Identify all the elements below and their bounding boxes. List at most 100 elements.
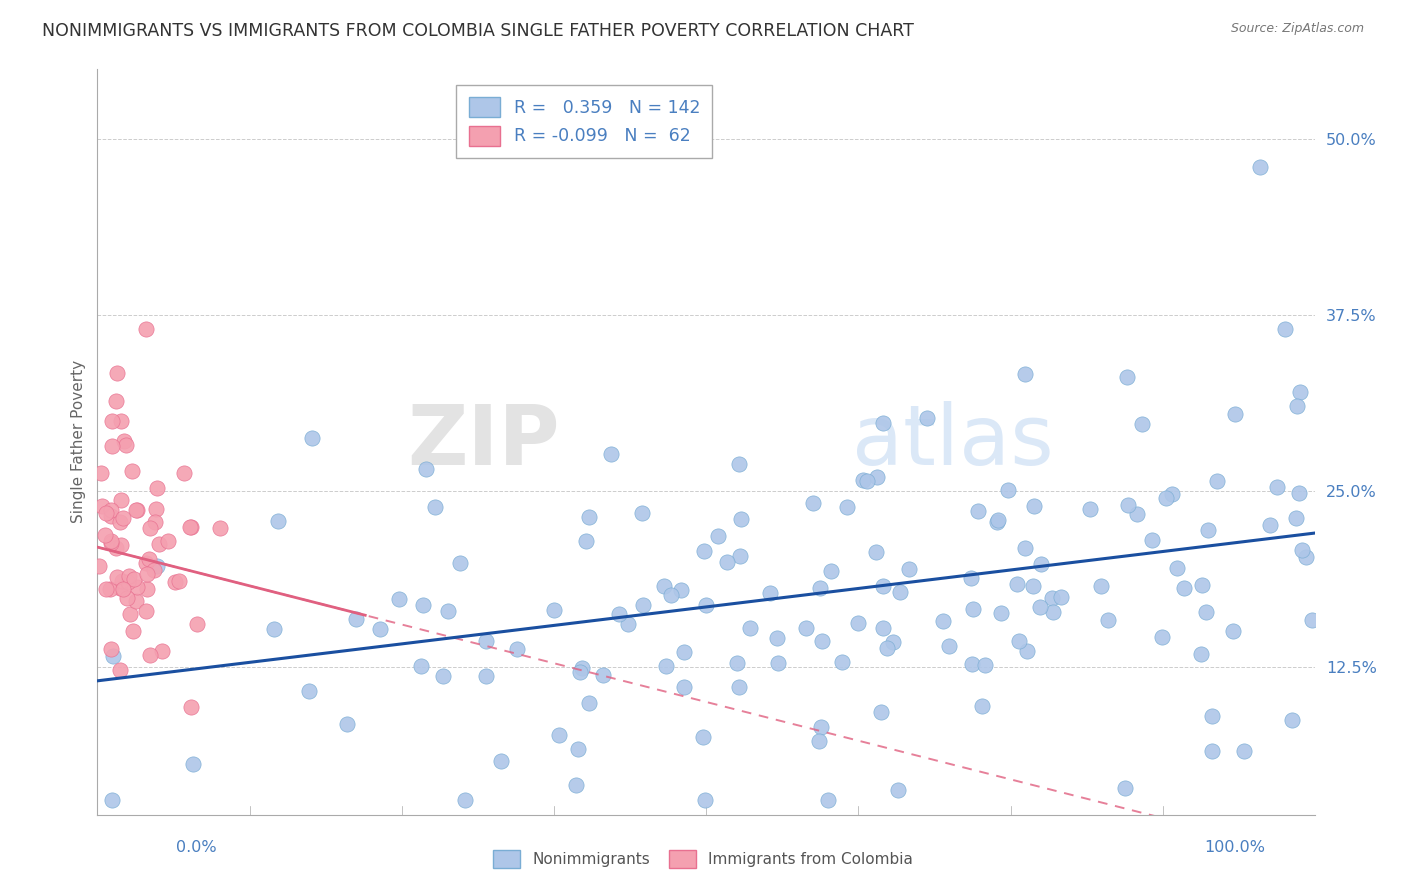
Point [1040,591,1063,605]
Point [616,617,638,632]
Point [1288,486,1310,500]
Point [475,669,498,683]
Point [173,466,195,480]
Point [672,645,695,659]
Point [156,534,179,549]
Point [415,462,437,476]
Point [1249,160,1271,174]
Point [90,466,112,480]
Point [100,535,122,549]
Point [578,696,600,710]
Y-axis label: Single Father Poverty: Single Father Poverty [72,360,86,523]
Point [437,604,460,618]
Point [960,657,983,671]
Point [887,783,910,797]
Point [94,528,117,542]
Point [1017,644,1039,658]
Point [409,658,432,673]
Point [108,663,131,677]
Point [808,733,831,747]
Point [110,537,132,551]
Point [135,322,157,336]
Point [1078,501,1101,516]
Point [876,640,898,655]
Point [122,573,145,587]
Point [882,635,904,649]
Point [810,721,832,735]
Point [111,582,134,596]
Point [967,504,990,518]
Point [145,482,167,496]
Point [143,515,166,529]
Point [938,639,960,653]
Point [105,570,128,584]
Point [1295,550,1317,565]
Point [90,499,112,513]
Point [1126,507,1149,521]
Point [145,501,167,516]
Point [163,575,186,590]
Point [105,366,128,380]
Point [962,602,984,616]
Point [692,730,714,744]
Point [1289,385,1312,400]
Point [1161,487,1184,501]
Point [974,658,997,673]
Point [388,592,411,607]
Point [124,503,146,517]
Point [869,705,891,719]
Point [208,521,231,535]
Point [1201,744,1223,758]
Point [1222,624,1244,638]
Point [1090,579,1112,593]
Point [96,506,118,520]
Point [301,431,323,445]
Point [127,503,149,517]
Point [121,464,143,478]
Point [1197,523,1219,537]
Point [990,607,1012,621]
Point [1097,613,1119,627]
Point [117,574,139,589]
Point [100,642,122,657]
Point [669,582,692,597]
Point [565,778,588,792]
Point [659,588,682,602]
Point [135,557,157,571]
Point [100,508,122,523]
Point [1140,533,1163,547]
Point [474,634,496,648]
Point [1031,558,1053,572]
Point [1233,744,1256,758]
Legend: Nonimmigrants, Immigrants from Colombia: Nonimmigrants, Immigrants from Colombia [486,844,920,873]
Point [631,599,654,613]
Point [543,603,565,617]
Point [449,556,471,570]
Point [817,793,839,807]
Point [1114,780,1136,795]
Point [728,680,751,694]
Point [1285,511,1308,525]
Point [1049,590,1071,604]
Point [1291,543,1313,558]
Point [115,437,138,451]
Point [866,470,889,484]
Point [693,793,716,807]
Point [1301,613,1323,627]
Point [1189,647,1212,661]
Point [592,667,614,681]
Point [263,623,285,637]
Point [569,665,592,679]
Point [454,793,477,807]
Point [118,569,141,583]
Point [600,447,623,461]
Point [889,585,911,599]
Point [101,414,124,428]
Point [100,502,122,516]
Point [548,728,571,742]
Point [1265,480,1288,494]
Point [94,582,117,597]
Point [142,563,165,577]
Point [607,607,630,621]
Point [759,586,782,600]
